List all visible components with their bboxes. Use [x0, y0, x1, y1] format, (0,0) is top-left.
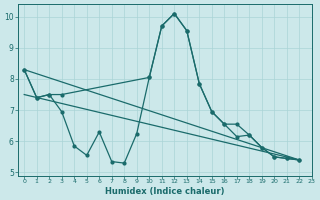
- X-axis label: Humidex (Indice chaleur): Humidex (Indice chaleur): [105, 187, 225, 196]
